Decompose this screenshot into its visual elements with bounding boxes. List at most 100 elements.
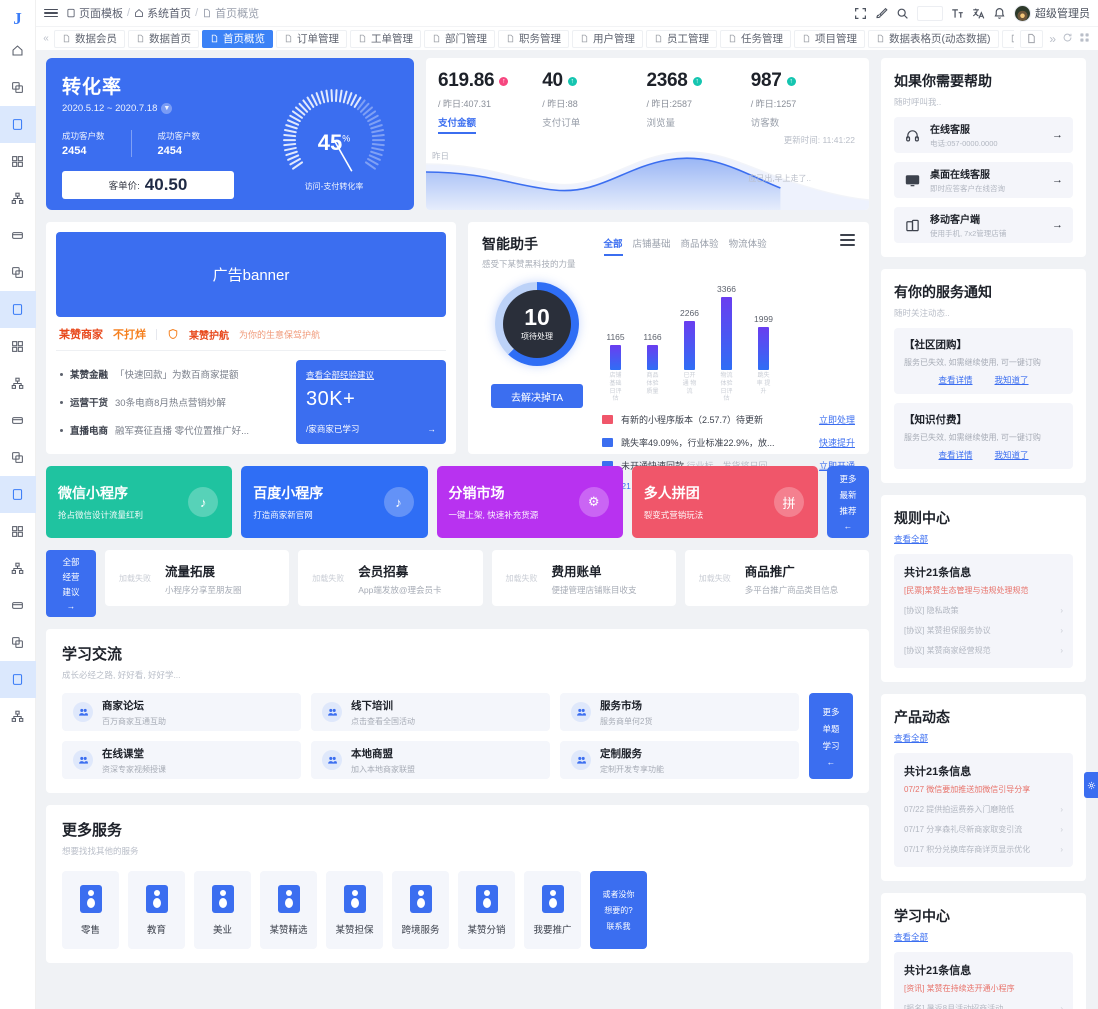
layout-grid-icon[interactable]	[1079, 32, 1090, 46]
tab-4[interactable]: 工单管理	[350, 29, 421, 48]
rules-item-1[interactable]: [协议] 隐私政策 ›	[904, 600, 1063, 620]
product-item-2[interactable]: 07/17 分享森礼尽新商家取变引流 ›	[904, 819, 1063, 839]
rail-item-15[interactable]	[0, 587, 36, 624]
stat-2[interactable]: 2368 ↑ / 昨日:2587 浏览量	[647, 70, 751, 134]
search-input[interactable]	[917, 5, 943, 21]
assistant-tab-3[interactable]: 物流体验	[728, 239, 767, 250]
bell-icon[interactable]	[993, 7, 1006, 20]
promo-card-0[interactable]: 微信小程序 抢占微信设计流量红利 ♪	[46, 466, 233, 538]
stat-0[interactable]: 619.86 ↑ / 昨日:407.31 支付金额	[438, 70, 542, 134]
user-menu[interactable]: 超级管理员	[1014, 4, 1090, 22]
learning-more-button[interactable]: 更多 单题 学习 ←	[809, 693, 853, 779]
stat-caption[interactable]: 访客数	[750, 118, 780, 129]
tabs-scroll-left[interactable]: «	[43, 33, 49, 44]
service-item-6[interactable]: 某赞分销	[458, 871, 515, 949]
suggestion-item-0[interactable]: 加载失败 流量拓展 小程序分享至朋友圈	[105, 550, 290, 606]
rail-item-14[interactable]	[0, 550, 36, 587]
service-item-3[interactable]: 某赞精选	[260, 871, 317, 949]
notice-detail-link[interactable]: 查看详情	[938, 375, 973, 385]
notice-dismiss-link[interactable]: 我知道了	[994, 450, 1029, 460]
rules-viewall[interactable]: 查看全部	[894, 534, 929, 544]
suggestion-item-3[interactable]: 加载失败 商品推广 多平台推广商品类目信息	[684, 550, 869, 606]
rail-item-0[interactable]	[0, 32, 36, 69]
tab-9[interactable]: 任务管理	[720, 29, 791, 48]
fullscreen-icon[interactable]	[854, 7, 867, 20]
promo-more-button[interactable]: 更多 最新 推荐 ←	[827, 466, 869, 538]
promo-card-1[interactable]: 百度小程序 打造商家新官网 ♪	[241, 466, 428, 538]
tab-11[interactable]: 数据表格页(动态数据)	[868, 29, 999, 48]
font-size-icon[interactable]	[951, 7, 964, 20]
rail-item-11[interactable]	[0, 439, 36, 476]
app-logo[interactable]: J	[13, 9, 22, 28]
help-row-0[interactable]: 在线客服 电话:057-0000.0000 →	[894, 117, 1073, 153]
assistant-menu-icon[interactable]	[840, 234, 855, 246]
tab-5[interactable]: 部门管理	[424, 29, 495, 48]
notice-dismiss-link[interactable]: 我知道了	[994, 375, 1029, 385]
rail-item-2[interactable]	[0, 106, 36, 143]
rail-item-7[interactable]	[0, 291, 36, 328]
rail-item-3[interactable]	[0, 143, 36, 180]
service-contact-cta[interactable]: 或者没你 想要的? 联系我	[590, 871, 647, 949]
study-viewall[interactable]: 查看全部	[894, 932, 929, 942]
stat-1[interactable]: 40 ↑ / 昨日:88 支付订单	[542, 70, 646, 134]
banner-item-0[interactable]: 某赞金融 「快速回款」为数百商家提额	[56, 360, 286, 388]
product-item-1[interactable]: 07/22 提供拍运费券入门磨陪低 ›	[904, 799, 1063, 819]
tab-8[interactable]: 员工管理	[646, 29, 717, 48]
suggestion-item-1[interactable]: 加载失败 会员招募 App端发放@理会员卡	[298, 550, 483, 606]
tab-3[interactable]: 订单管理	[276, 29, 347, 48]
learning-cell-4[interactable]: 本地商盟 加入本地商家联盟	[311, 741, 550, 779]
notice-detail-link[interactable]: 查看详情	[938, 450, 973, 460]
promo-card-2[interactable]: 分销市场 一键上架, 快速补充货源 ⚙	[436, 466, 623, 538]
product-item-0[interactable]: 07/27 微信要加推送加微信引导分享	[904, 779, 1063, 799]
rail-item-17[interactable]	[0, 661, 36, 698]
rail-item-13[interactable]	[0, 513, 36, 550]
tab-0[interactable]: 数据会员	[54, 29, 125, 48]
rail-item-12[interactable]	[0, 476, 36, 513]
brush-icon[interactable]	[875, 7, 888, 20]
service-item-2[interactable]: 美业	[194, 871, 251, 949]
product-item-3[interactable]: 07/17 积分兑换库存商详页显示优化 ›	[904, 839, 1063, 859]
tab-7[interactable]: 用户管理	[572, 29, 643, 48]
breadcrumb-item-0[interactable]: 页面模板	[66, 5, 123, 21]
settings-gear-icon[interactable]	[1084, 772, 1098, 798]
stat-caption[interactable]: 支付金额	[438, 115, 477, 134]
suggestion-all-button[interactable]: 全部 经营 建议 →	[46, 550, 96, 617]
breadcrumb-item-1[interactable]: 系统首页	[134, 5, 191, 21]
alert-action[interactable]: 立即开通	[818, 461, 855, 472]
tab-2[interactable]: 首页概览	[202, 29, 273, 48]
translate-icon[interactable]	[972, 7, 985, 20]
service-item-1[interactable]: 教育	[128, 871, 185, 949]
rail-item-9[interactable]	[0, 365, 36, 402]
rail-item-5[interactable]	[0, 217, 36, 254]
learning-cell-1[interactable]: 线下培训 点击查看全国活动	[311, 693, 550, 731]
promo-link[interactable]: 查看全部经验建议	[306, 370, 375, 380]
refresh-icon[interactable]	[1062, 32, 1073, 46]
tab-1[interactable]: 数据首页	[128, 29, 199, 48]
banner-item-1[interactable]: 运营干货 30条电商8月热点营销妙解	[56, 388, 286, 416]
tab-10[interactable]: 项目管理	[794, 29, 865, 48]
assistant-tab-0[interactable]: 全部	[603, 236, 623, 256]
rail-item-6[interactable]	[0, 254, 36, 291]
tab-overflow[interactable]	[1020, 29, 1044, 48]
solve-button[interactable]: 去解决掉TA	[491, 384, 583, 408]
learning-cell-0[interactable]: 商家论坛 百万商家互通互助	[62, 693, 301, 731]
service-item-4[interactable]: 某赞担保	[326, 871, 383, 949]
promo-card-3[interactable]: 多人拼团 裂变式营销玩法 拼	[631, 466, 818, 538]
menu-toggle-icon[interactable]	[44, 8, 58, 18]
alert-action[interactable]: 快速提升	[818, 438, 855, 449]
tab-6[interactable]: 职务管理	[498, 29, 569, 48]
rules-item-0[interactable]: [民票]某赞生态管理与违规处理规范	[904, 580, 1063, 600]
search-icon[interactable]	[896, 7, 909, 20]
help-row-1[interactable]: 桌面在线客服 即时应答客户在线咨询 →	[894, 162, 1073, 198]
study-item-1[interactable]: [报名] 暑返8月活动招商活动 ›	[904, 998, 1063, 1009]
ad-banner[interactable]: 广告banner	[56, 232, 446, 317]
rail-item-16[interactable]	[0, 624, 36, 661]
learning-cell-3[interactable]: 在线课堂 资深专家视频授课	[62, 741, 301, 779]
assistant-tab-1[interactable]: 店铺基础	[632, 239, 671, 250]
rules-item-2[interactable]: [协议] 某赞担保服务协议 ›	[904, 620, 1063, 640]
rail-item-8[interactable]	[0, 328, 36, 365]
stat-3[interactable]: 987 ↑ / 昨日:1257 访客数	[751, 70, 855, 134]
tab-12[interactable]: 个人中心1	[1001, 29, 1015, 48]
service-item-5[interactable]: 跨境服务	[392, 871, 449, 949]
rail-item-1[interactable]	[0, 69, 36, 106]
